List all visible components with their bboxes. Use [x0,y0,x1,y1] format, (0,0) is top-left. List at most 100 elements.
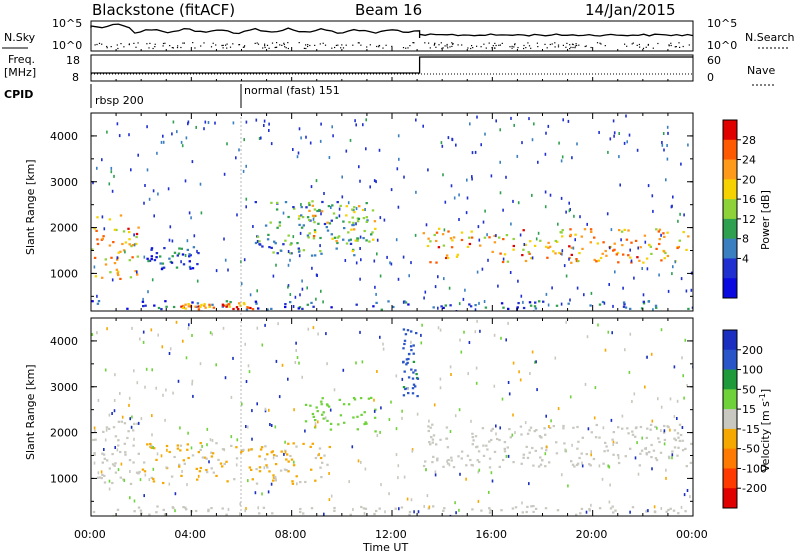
velocity-mark [359,397,363,400]
power-mark [468,242,472,246]
velocity-speckle [293,460,295,464]
velocity-speckle [629,332,632,336]
power-mark [336,236,340,239]
nsearch-point [94,44,96,46]
power-speckle [573,214,575,218]
power-speckle [614,270,616,274]
nsearch-point [652,47,654,49]
power-mark [330,306,333,309]
velocity-mark [488,466,492,469]
velocity-mark [304,480,307,484]
velocity-mark [612,453,615,456]
nsearch-point [256,42,258,44]
velocity-mark [431,438,435,441]
velocity-mark [98,476,102,479]
velocity-mark [242,448,245,451]
power-mark [312,235,316,238]
velocity-mark [402,386,406,389]
power-mark [191,267,195,270]
nsearch-point [551,43,553,45]
power-mark [129,276,133,279]
nsearch-point [517,47,519,49]
power-mark [255,302,258,305]
velocity-mark [659,451,663,454]
velocity-mark [342,403,346,406]
power-mark [259,243,262,246]
velocity-mark [119,450,122,454]
velocity-speckle [330,494,333,498]
power-mark [321,200,324,204]
velocity-speckle [287,377,289,381]
power-speckle [423,296,425,300]
nsearch-point [285,47,287,49]
power-mark [599,256,603,260]
power-ytick: 4000 [50,130,78,143]
velocity-speckle [379,430,381,434]
power-mark [507,307,510,310]
velocity-mark [447,458,450,462]
nsearch-point [182,42,184,44]
power-speckle [629,248,631,252]
power-mark [429,261,432,264]
power-speckle [547,303,550,307]
velocity-mark [337,423,340,426]
power-mark [269,221,272,224]
nsearch-point [226,43,228,45]
velocity-mark [626,427,629,430]
power-mark [300,226,304,229]
nsearch-point [639,46,641,48]
nsearch-point [192,42,194,44]
power-speckle [499,128,501,132]
power-mark [522,248,525,251]
velocity-mark [316,410,319,413]
power-mark [351,208,354,211]
velocity-speckle [179,426,181,430]
power-speckle [160,140,163,144]
velocity-speckle [459,472,461,476]
velocity-mark [667,455,671,458]
velocity-speckle [151,368,153,372]
velocity-mark [404,333,408,336]
nsearch-point [148,47,150,49]
power-mark [314,231,317,234]
power-speckle [330,206,332,209]
power-speckle [509,271,512,274]
power-mark [144,304,147,307]
power-mark [170,261,174,264]
velocity-speckle [545,414,547,418]
power-speckle [471,151,474,155]
power-speckle [315,297,317,301]
velocity-speckle [116,448,119,452]
velocity-mark [402,328,406,331]
velocity-speckle [144,385,146,389]
power-mark [589,304,592,307]
nsearch-point [525,47,527,49]
power-speckle [609,137,612,141]
nsearch-point [574,47,576,49]
velocity-speckle [96,331,98,335]
power-speckle [299,293,301,297]
power-mark [194,305,197,308]
velocity-mark [665,510,668,513]
power-speckle [662,132,665,135]
nsearch-point [668,45,670,47]
power-speckle [397,134,400,138]
power-speckle [646,267,649,271]
velocity-mark [669,507,672,510]
nsearch-point [451,45,453,47]
velocity-mark [373,416,377,419]
velocity-mark [328,445,331,449]
velocity-mark [577,440,580,443]
velocity-mark [353,398,357,401]
power-mark [502,238,505,241]
velocity-speckle [284,450,287,454]
velocity-speckle [236,438,239,442]
velocity-speckle [458,408,461,412]
velocity-mark [520,462,523,465]
power-speckle [625,114,627,118]
power-mark [351,216,354,219]
velocity-speckle [536,388,538,392]
velocity-speckle [395,374,398,378]
nsearch-point [271,42,274,44]
